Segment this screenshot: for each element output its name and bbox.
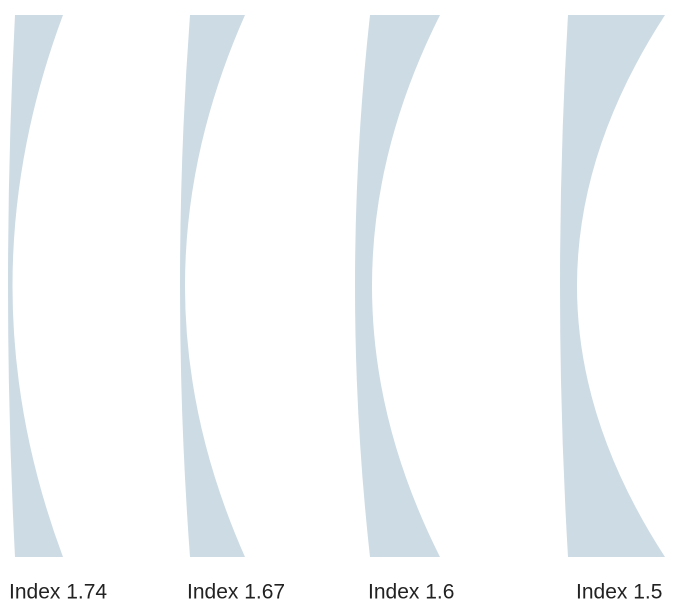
- lens-shape: [355, 15, 440, 557]
- lens-label: Index 1.67: [187, 581, 285, 604]
- lens-label: Index 1.6: [368, 581, 454, 604]
- lens-label: Index 1.74: [9, 581, 107, 604]
- lens-label: Index 1.5: [576, 581, 662, 604]
- lens-shape: [8, 15, 63, 557]
- lens-shape: [560, 15, 665, 557]
- lens-shape: [180, 15, 245, 557]
